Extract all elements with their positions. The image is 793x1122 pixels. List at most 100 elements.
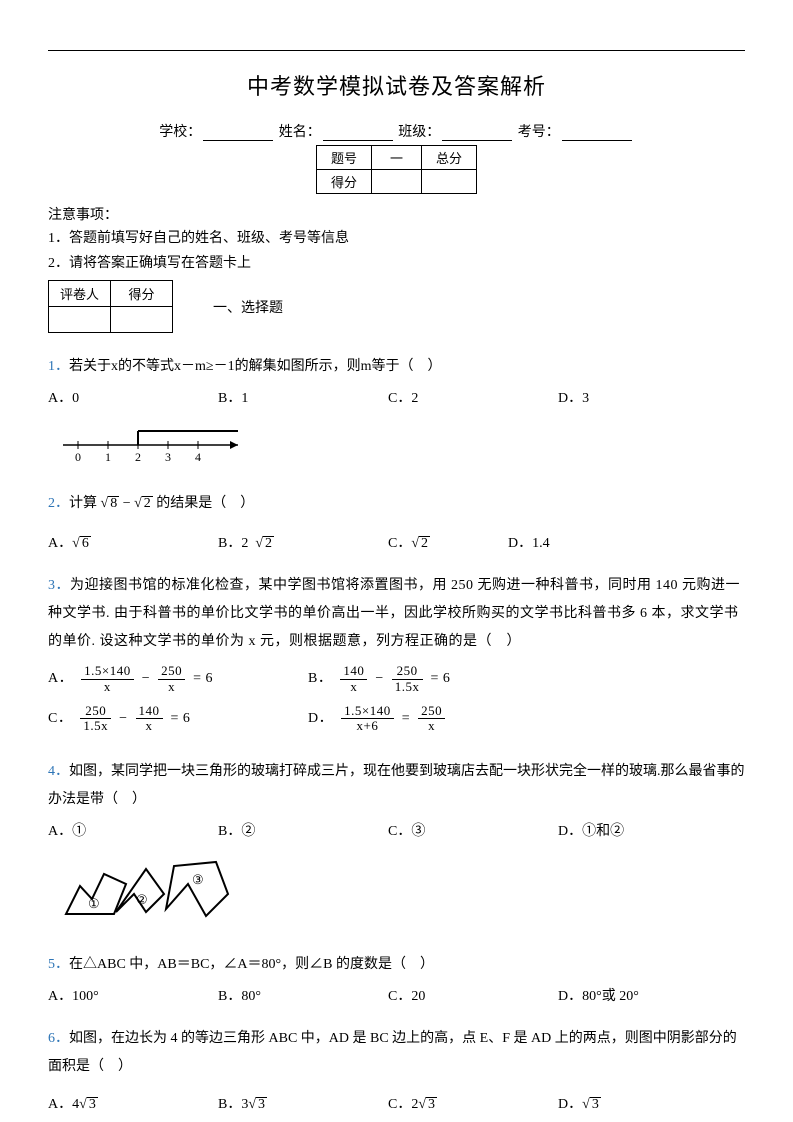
fraction: 1.5×140x — [81, 664, 134, 694]
opt-label: A． — [48, 536, 72, 551]
grader-table: 评卷人 得分 — [48, 280, 173, 333]
opt-label: C． — [48, 705, 72, 733]
fraction: 140x — [136, 704, 163, 734]
question-text: 若关于x的不等式x－m≥－1的解集如图所示，则m等于（ ） — [69, 359, 441, 374]
notice-item: 1．答题前填写好自己的姓名、班级、考号等信息 — [48, 226, 745, 251]
notice-list: 1．答题前填写好自己的姓名、班级、考号等信息 2．请将答案正确填写在答题卡上 — [48, 226, 745, 276]
tick-label: 4 — [195, 450, 201, 464]
question-1: 1．若关于x的不等式x－m≥－1的解集如图所示，则m等于（ ） A．0 B．1 … — [48, 353, 745, 476]
sqrt-value: 8 — [108, 496, 119, 511]
numberline-figure: 0 1 2 3 4 — [58, 425, 745, 476]
options-row: A．4√3 B．3√3 C．2√3 D．√3 — [48, 1091, 745, 1119]
sqrt-icon: √ — [101, 496, 109, 511]
sqrt-value: 3 — [590, 1097, 601, 1112]
question-text: 在△ABC 中，AB＝BC，∠A＝80°，则∠B 的度数是（ ） — [69, 957, 434, 972]
page-title: 中考数学模拟试卷及答案解析 — [48, 69, 745, 101]
opt-label: B．3 — [218, 1097, 248, 1112]
notice-item: 2．请将答案正确填写在答题卡上 — [48, 251, 745, 276]
eq-text: = 6 — [193, 665, 213, 693]
minus-sign: − — [375, 665, 383, 693]
sqrt-icon: √ — [582, 1097, 590, 1112]
score-cell: 一 — [372, 146, 422, 170]
option-d[interactable]: D． 1.5×140x+6 = 250x — [308, 704, 568, 734]
score-cell: 总分 — [422, 146, 477, 170]
class-blank[interactable] — [442, 125, 512, 141]
option-a[interactable]: A．0 — [48, 385, 218, 413]
fraction: 2501.5x — [392, 664, 423, 694]
sqrt-value: 2 — [263, 536, 274, 551]
options-row: A． 1.5×140x − 250x = 6 B． 140x − 2501.5x… — [48, 664, 745, 743]
grader-header: 得分 — [111, 281, 173, 307]
question-3: 3．为迎接图书馆的标准化检查，某中学图书馆将添置图书，用 250 无购进一种科普… — [48, 572, 745, 743]
score-cell[interactable] — [372, 170, 422, 194]
option-c[interactable]: C．③ — [388, 818, 558, 846]
option-d[interactable]: D．80°或 20° — [558, 983, 728, 1011]
student-info-line: 学校： 姓名： 班级： 考号： — [48, 121, 745, 141]
question-number: 3． — [48, 578, 70, 593]
grader-cell[interactable] — [111, 307, 173, 333]
option-b[interactable]: B．2 √2 — [218, 530, 388, 558]
opt-label: B．2 — [218, 536, 248, 551]
option-a[interactable]: A．100° — [48, 983, 218, 1011]
svg-text:②: ② — [136, 892, 148, 907]
score-cell[interactable] — [422, 170, 477, 194]
opt-label: A．4 — [48, 1097, 79, 1112]
option-c[interactable]: C． 2501.5x − 140x = 6 — [48, 704, 308, 734]
question-text: 为迎接图书馆的标准化检查，某中学图书馆将添置图书，用 250 无购进一种科普书，… — [48, 578, 740, 649]
glass-figure: ① ② ③ — [56, 854, 745, 937]
name-label: 姓名： — [279, 125, 321, 140]
option-a[interactable]: A．4√3 — [48, 1091, 218, 1119]
option-c[interactable]: C．√2 — [388, 530, 508, 558]
question-text: 如图，某同学把一块三角形的玻璃打碎成三片，现在他要到玻璃店去配一块形状完全一样的… — [48, 764, 745, 807]
sqrt-icon: √ — [79, 1097, 87, 1112]
question-number: 2． — [48, 496, 69, 511]
grader-cell[interactable] — [49, 307, 111, 333]
option-a[interactable]: A．① — [48, 818, 218, 846]
option-a[interactable]: A． 1.5×140x − 250x = 6 — [48, 664, 308, 694]
examno-blank[interactable] — [562, 125, 632, 141]
name-blank[interactable] — [323, 125, 393, 141]
sqrt-icon: √ — [134, 496, 142, 511]
school-blank[interactable] — [203, 125, 273, 141]
option-c[interactable]: C．20 — [388, 983, 558, 1011]
option-b[interactable]: B．3√3 — [218, 1091, 388, 1119]
table-row: 得分 — [316, 170, 476, 194]
option-d[interactable]: D．√3 — [558, 1091, 728, 1119]
fraction: 140x — [340, 664, 367, 694]
minus-sign: − — [142, 665, 150, 693]
question-number: 5． — [48, 957, 69, 972]
option-b[interactable]: B．1 — [218, 385, 388, 413]
option-c[interactable]: C．2 — [388, 385, 558, 413]
option-b[interactable]: B． 140x − 2501.5x = 6 — [308, 664, 568, 694]
sqrt-value: 3 — [256, 1097, 267, 1112]
table-row: 评卷人 得分 — [49, 281, 173, 307]
svg-text:①: ① — [88, 896, 100, 911]
option-d[interactable]: D．1.4 — [508, 530, 678, 558]
tick-label: 2 — [135, 450, 141, 464]
opt-label: D． — [558, 1097, 582, 1112]
option-d[interactable]: D．3 — [558, 385, 728, 413]
options-row: A．√6 B．2 √2 C．√2 D．1.4 — [48, 530, 745, 558]
option-a[interactable]: A．√6 — [48, 530, 218, 558]
top-rule — [48, 50, 745, 51]
option-b[interactable]: B．80° — [218, 983, 388, 1011]
tick-label: 1 — [105, 450, 111, 464]
q2-label: 计算 — [69, 496, 97, 511]
notice-title: 注意事项： — [48, 204, 745, 224]
option-c[interactable]: C．2√3 — [388, 1091, 558, 1119]
minus-sign: − — [123, 496, 131, 511]
examno-label: 考号： — [518, 125, 560, 140]
question-2: 2．计算 √8 − √2 的结果是（ ） A．√6 B．2 √2 C．√2 D．… — [48, 490, 745, 558]
option-b[interactable]: B．② — [218, 818, 388, 846]
sqrt-value: 3 — [426, 1097, 437, 1112]
equals-sign: = — [402, 705, 410, 733]
sqrt-icon: √ — [418, 1097, 426, 1112]
opt-label: A． — [48, 665, 73, 693]
svg-text:③: ③ — [192, 872, 204, 887]
opt-label: C．2 — [388, 1097, 418, 1112]
question-number: 4． — [48, 764, 69, 779]
minus-sign: − — [119, 705, 127, 733]
sqrt-value: 2 — [419, 536, 430, 551]
score-cell: 题号 — [316, 146, 371, 170]
option-d[interactable]: D．①和② — [558, 818, 728, 846]
